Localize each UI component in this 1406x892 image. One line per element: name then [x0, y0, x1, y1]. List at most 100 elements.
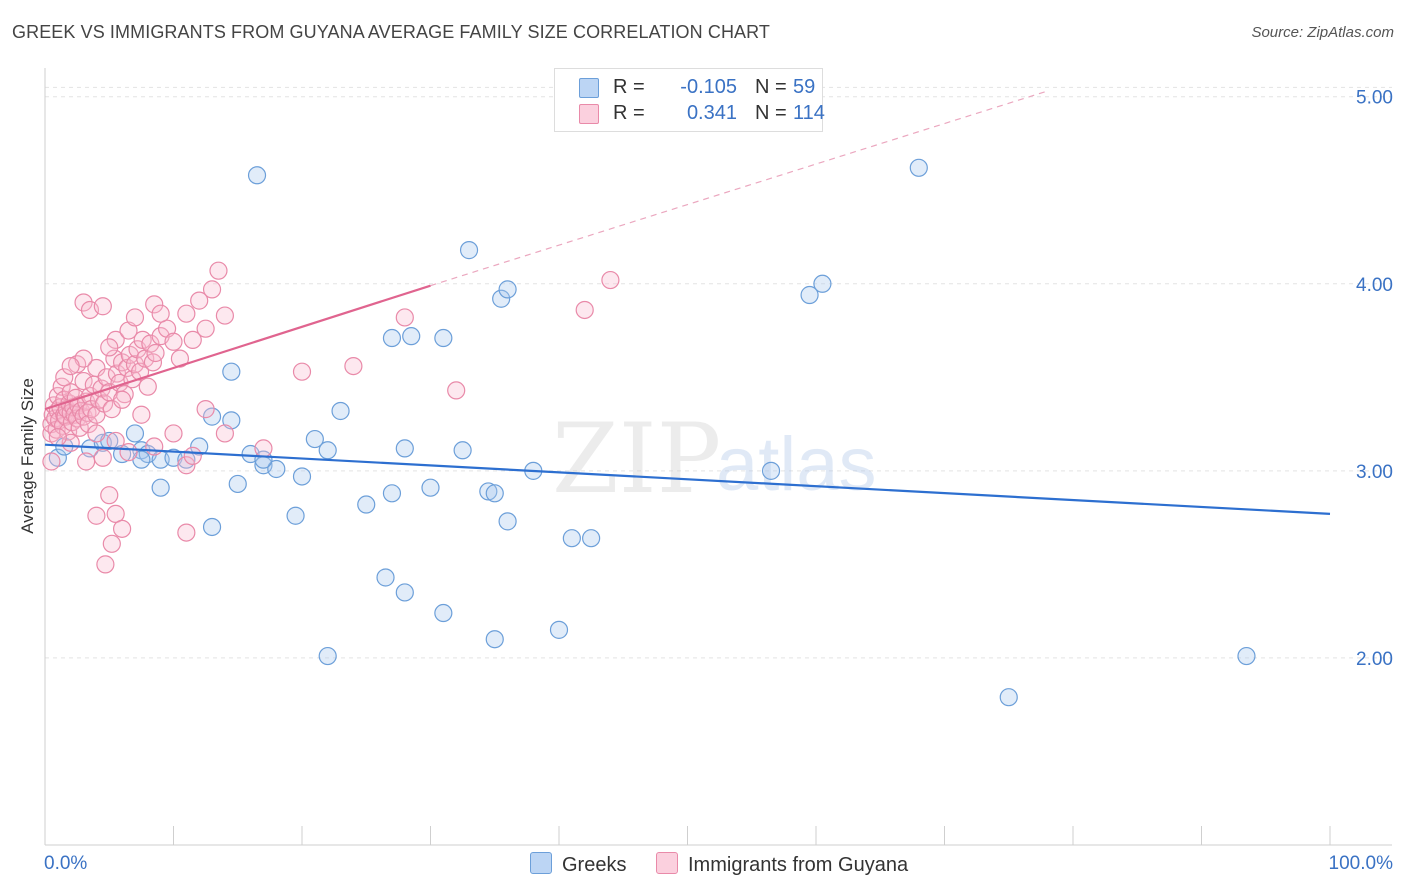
data-point [87, 506, 106, 525]
data-point [813, 274, 832, 293]
data-point [318, 646, 337, 666]
data-point [318, 441, 337, 460]
data-point [151, 304, 170, 323]
data-point [119, 321, 138, 340]
data-point [61, 356, 80, 376]
data-point [100, 338, 119, 357]
data-point [93, 448, 112, 467]
data-point [485, 630, 504, 649]
data-point [492, 289, 511, 308]
data-point [215, 424, 234, 443]
data-point [100, 486, 119, 505]
data-point [376, 568, 395, 587]
data-point [112, 390, 132, 409]
data-point [209, 261, 228, 280]
data-point [395, 439, 414, 458]
data-point [344, 356, 363, 376]
data-point [202, 280, 222, 299]
data-point [453, 441, 472, 460]
data-point [42, 452, 61, 471]
data-point [305, 429, 324, 449]
data-point [402, 327, 421, 346]
data-point [106, 504, 125, 523]
legend-n-label: N = [755, 76, 787, 98]
data-point [395, 583, 414, 602]
bottom-swatch-guyana [656, 852, 678, 874]
data-point [48, 428, 67, 447]
data-point [421, 478, 440, 497]
bottom-legend-greeks: Greeks [530, 852, 626, 877]
tick-labels: 2.00 3.00 4.00 5.00 0.0% 100.0% [44, 88, 1393, 874]
y-tick-label: 5.00 [1356, 88, 1393, 109]
data-point [87, 424, 106, 443]
data-point [761, 461, 781, 480]
bottom-legend-guyana: Immigrants from Guyana [656, 852, 908, 877]
data-point [447, 381, 466, 400]
trend-line-guyana [44, 284, 431, 411]
data-point [999, 688, 1018, 707]
points-layer [42, 158, 1256, 707]
legend-n-value: 59 [793, 76, 816, 98]
data-point [222, 411, 241, 430]
data-point [190, 291, 209, 310]
data-point [549, 620, 569, 639]
x-tick-label: 0.0% [44, 853, 87, 874]
data-point [215, 306, 234, 325]
data-point [331, 401, 350, 421]
data-point [96, 555, 115, 574]
watermark-atlas: atlas [716, 422, 877, 507]
trend-lines [44, 90, 1331, 515]
data-point [102, 400, 121, 419]
data-point [74, 293, 93, 312]
y-tick-label: 4.00 [1356, 275, 1393, 296]
bottom-legend-label: Immigrants from Guyana [688, 854, 909, 876]
bottom-legend-label: Greeks [562, 854, 627, 876]
data-point [87, 358, 106, 378]
data-point [170, 349, 190, 368]
data-point [145, 437, 164, 456]
data-point [582, 529, 601, 548]
y-tick-label: 3.00 [1356, 462, 1393, 483]
legend-n-value: 114 [793, 102, 825, 124]
data-point [254, 439, 273, 458]
legend-n-label: N = [755, 102, 787, 124]
gridlines [45, 86, 1392, 659]
data-point [357, 495, 376, 514]
data-point [151, 478, 170, 497]
watermark-zip: ZIP [552, 403, 721, 515]
data-point [292, 467, 312, 486]
data-point [562, 529, 581, 548]
data-point [146, 343, 165, 363]
source-label: Source: ZipAtlas.com [1251, 24, 1394, 41]
data-point [382, 328, 402, 348]
legend-r-label: R = [613, 76, 645, 98]
data-point [601, 270, 620, 290]
data-point [157, 319, 177, 338]
data-point [112, 519, 132, 538]
data-point [286, 506, 305, 525]
data-point [177, 456, 196, 475]
data-point [459, 241, 479, 260]
data-point [909, 158, 928, 177]
data-point [575, 300, 594, 320]
stats-legend: R = -0.105 N = 59 R = 0.341 N = 114 [554, 68, 825, 132]
data-point [164, 332, 183, 351]
data-point [106, 330, 125, 350]
legend-swatch-greeks [579, 78, 599, 98]
data-point [267, 459, 286, 479]
legend-swatch-guyana [579, 104, 599, 124]
data-point [59, 422, 78, 441]
data-point [434, 328, 453, 348]
data-point [395, 308, 414, 327]
data-point [183, 330, 202, 350]
data-point [434, 603, 453, 623]
data-point [183, 446, 202, 465]
x-tick-label: 100.0% [1329, 853, 1394, 874]
data-point [119, 443, 138, 462]
data-point [138, 377, 157, 396]
data-point [498, 280, 517, 299]
data-point [125, 308, 145, 327]
data-point [132, 405, 151, 424]
data-point [77, 452, 96, 471]
